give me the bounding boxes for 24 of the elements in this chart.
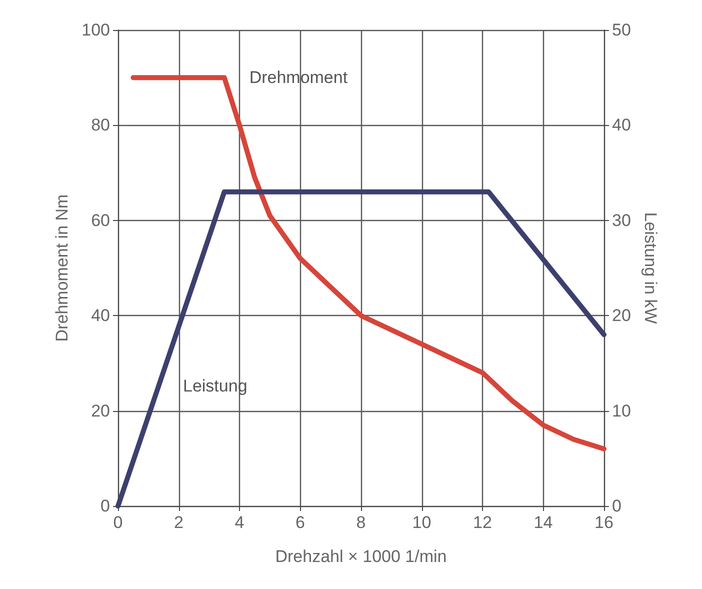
x-tick-label: 10 (412, 513, 432, 532)
y2-tick-label: 40 (612, 116, 631, 135)
y-tick-label: 100 (82, 20, 110, 40)
y-tick-label: 80 (91, 116, 110, 135)
x-tick-label: 0 (113, 513, 123, 532)
y2-tick-label: 10 (612, 401, 631, 420)
y-tick-label: 0 (100, 496, 110, 516)
x-tick-label: 8 (356, 513, 366, 532)
y2-tick-label: 30 (612, 210, 631, 230)
y2-tick-label: 50 (612, 20, 631, 40)
x-tick-label: 4 (234, 513, 244, 532)
y2-tick-label: 20 (612, 306, 631, 326)
y-tick-label: 40 (91, 306, 110, 326)
y-tick-label: 60 (91, 210, 110, 230)
y-axis-title: Drehmoment in Nm (52, 194, 72, 342)
x-tick-label: 14 (534, 513, 553, 532)
y-tick-label: 20 (91, 401, 110, 420)
x-tick-label: 12 (473, 513, 492, 532)
x-axis-title: Drehzahl × 1000 1/min (275, 547, 447, 566)
y2-tick-label: 0 (612, 496, 622, 516)
x-tick-label: 16 (594, 513, 614, 532)
x-tick-label: 2 (174, 513, 184, 532)
x-tick-label: 6 (296, 513, 305, 532)
y2-axis-title: Leistung in kW (641, 212, 660, 324)
